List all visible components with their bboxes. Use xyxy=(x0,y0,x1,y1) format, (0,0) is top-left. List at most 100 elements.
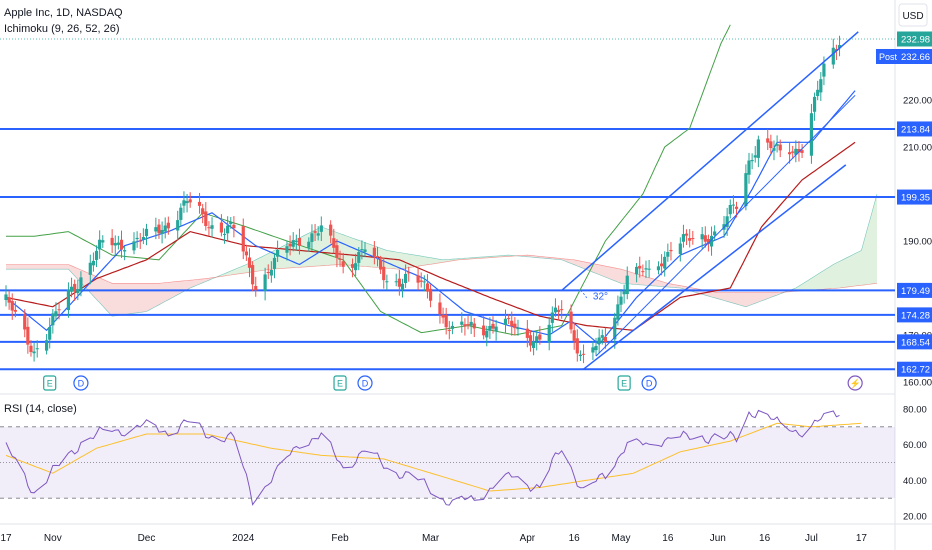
candle-body xyxy=(363,249,367,252)
last-price-badge[interactable] xyxy=(897,31,932,47)
candle-body xyxy=(285,246,289,253)
candle-body xyxy=(91,260,96,266)
rsi-tick-label: 40.00 xyxy=(903,476,927,487)
symbol-title[interactable]: Apple Inc, 1D, NASDAQ xyxy=(4,7,123,19)
candle-body xyxy=(316,233,320,236)
dividend-marker[interactable] xyxy=(641,375,657,391)
indicator-lines xyxy=(5,24,856,346)
level-price-badge[interactable] xyxy=(897,307,932,323)
candle-body xyxy=(728,204,732,215)
candle-body xyxy=(76,289,80,294)
lagging-span-line xyxy=(6,24,731,336)
time-tick-label: Mar xyxy=(422,533,440,544)
price-tick-label: 190.00 xyxy=(903,237,932,248)
dividend-marker[interactable] xyxy=(357,375,373,391)
candle-body xyxy=(297,237,302,246)
candle-body xyxy=(560,309,564,311)
candle-body xyxy=(204,211,208,227)
candle-body xyxy=(51,313,55,326)
rsi-tick-label: 80.00 xyxy=(903,405,927,416)
trend-line-middle[interactable] xyxy=(595,94,856,357)
candle-body xyxy=(441,314,445,318)
candle-body xyxy=(638,265,642,269)
level-price-label: 213.84 xyxy=(901,124,930,135)
candle-body xyxy=(525,328,529,338)
time-axis[interactable]: 17 Nov Dec 2024 Feb Mar Apr 16 May 16 Jun 16 Jul 17 xyxy=(0,523,932,544)
level-price-badge[interactable] xyxy=(897,361,932,377)
candle-body xyxy=(113,243,117,246)
candle-body xyxy=(207,227,211,229)
candle-body xyxy=(179,207,183,220)
candle-body xyxy=(678,243,682,255)
candle-body xyxy=(659,263,664,267)
candle-body xyxy=(241,226,245,252)
candle-body xyxy=(350,264,355,268)
candle-body xyxy=(26,326,30,345)
candle-body xyxy=(101,240,105,243)
candle-body xyxy=(98,239,102,250)
candle-body xyxy=(251,265,255,285)
candle-body xyxy=(619,296,623,305)
level-price-badge[interactable] xyxy=(897,282,932,298)
rsi-legend[interactable]: RSI (14, close) xyxy=(4,403,77,415)
candle-body xyxy=(488,325,492,331)
time-tick-label: Apr xyxy=(520,533,536,544)
candle-body xyxy=(48,327,52,340)
candle-body xyxy=(647,268,651,270)
kijun-line xyxy=(5,141,856,331)
candle-body xyxy=(157,224,161,234)
candle-body xyxy=(688,238,692,241)
currency-label: USD xyxy=(902,11,923,22)
candle-body xyxy=(341,261,345,267)
event-markers[interactable]: E D E D E D ⚡ xyxy=(43,375,863,391)
candle-body xyxy=(210,225,214,229)
candle-body xyxy=(219,222,224,233)
price-axis[interactable]: USD160.00170.00180.00190.00200.00210.002… xyxy=(876,3,932,523)
earnings-marker[interactable] xyxy=(333,375,347,391)
candle-body xyxy=(641,271,645,273)
trend-channel[interactable]: 32° xyxy=(561,31,859,370)
post-market-tag[interactable] xyxy=(876,48,897,64)
candle-body xyxy=(831,47,835,65)
candle-body xyxy=(310,233,314,242)
candle-body xyxy=(494,326,498,332)
candle-body xyxy=(438,302,442,315)
earnings-marker[interactable] xyxy=(43,375,57,391)
candle-body xyxy=(132,241,136,251)
candle-body xyxy=(382,266,386,281)
candle-body xyxy=(135,237,139,240)
currency-button[interactable] xyxy=(898,3,928,27)
trend-line-upper[interactable] xyxy=(561,31,859,291)
candle-body xyxy=(622,291,626,295)
candle-body xyxy=(354,263,358,271)
time-tick-label: 16 xyxy=(759,533,771,544)
candle-body xyxy=(185,201,189,204)
level-price-badge[interactable] xyxy=(897,189,932,205)
earnings-marker[interactable] xyxy=(617,375,631,391)
trend-line-lower[interactable] xyxy=(583,164,847,370)
level-price-badge[interactable] xyxy=(897,121,932,137)
post-market-badge[interactable] xyxy=(897,48,932,64)
ichimoku-cloud xyxy=(6,193,878,317)
rsi-pane xyxy=(5,409,862,506)
candle-body xyxy=(528,335,533,346)
candle-body xyxy=(379,259,383,270)
post-market-price: 232.66 xyxy=(901,52,930,63)
event-marker-label: D xyxy=(78,379,85,389)
candle-body xyxy=(360,249,364,251)
candle-body xyxy=(681,234,686,242)
ichimoku-legend[interactable]: Ichimoku (9, 26, 52, 26) xyxy=(4,23,120,35)
level-price-badge[interactable] xyxy=(897,334,932,350)
rsi-ma-line xyxy=(5,422,862,492)
candle-body xyxy=(332,238,336,248)
split-marker[interactable] xyxy=(847,375,863,391)
candle-body xyxy=(229,222,233,224)
candle-body xyxy=(491,323,495,329)
candle-body xyxy=(600,335,604,338)
candle-body xyxy=(291,240,295,247)
time-tick-label: 16 xyxy=(569,533,581,544)
event-marker-label: D xyxy=(646,379,653,389)
dividend-marker[interactable] xyxy=(73,375,89,391)
candle-body xyxy=(397,278,401,287)
